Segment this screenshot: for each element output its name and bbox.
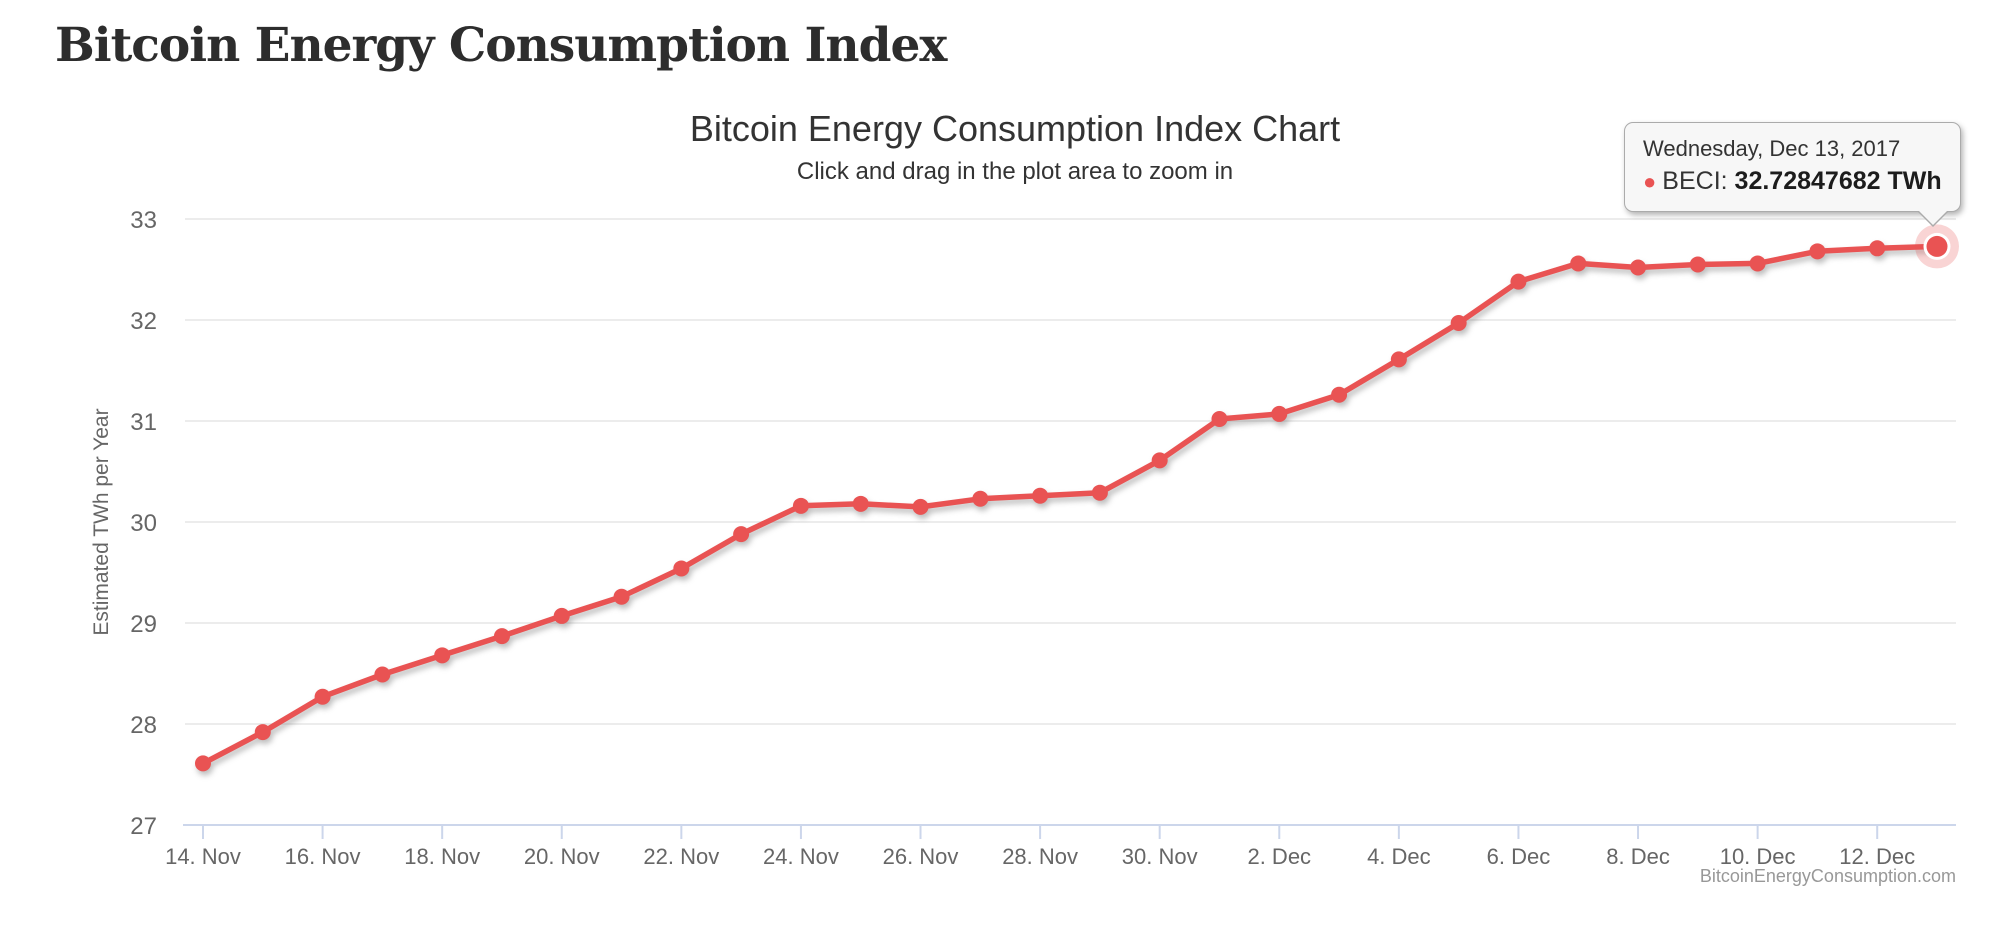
data-point-marker[interactable]	[1091, 484, 1108, 501]
data-point-marker[interactable]	[374, 666, 391, 683]
x-axis-label: 12. Dec	[1839, 844, 1915, 869]
tooltip-series-label: BECI:	[1662, 166, 1728, 195]
data-point-marker[interactable]	[1390, 351, 1407, 368]
series-bullet-icon: ●	[1643, 168, 1657, 194]
data-point-marker[interactable]	[972, 490, 989, 507]
x-axis-label: 14. Nov	[165, 844, 241, 869]
data-point-marker[interactable]	[1809, 243, 1826, 260]
x-axis-label: 30. Nov	[1122, 844, 1198, 869]
chart-title: Bitcoin Energy Consumption Index Chart	[689, 108, 1341, 149]
data-point-marker[interactable]	[1869, 240, 1886, 257]
data-point-marker[interactable]	[1032, 487, 1049, 504]
x-axis-label: 16. Nov	[285, 844, 361, 869]
series-line	[200, 243, 1940, 767]
data-point-marker[interactable]	[1331, 386, 1348, 403]
data-point-marker[interactable]	[613, 588, 630, 605]
series-beci	[195, 240, 1940, 772]
data-point-marker[interactable]	[314, 688, 331, 705]
data-point-marker[interactable]	[1689, 256, 1706, 273]
data-point-marker[interactable]	[792, 497, 809, 514]
data-point-marker[interactable]	[434, 647, 451, 664]
x-axis-label: 6. Dec	[1487, 844, 1551, 869]
data-point-marker[interactable]	[1151, 452, 1168, 469]
tooltip-series-row: ● BECI: 32.72847682 TWh	[1643, 164, 1942, 199]
x-axis-label: 28. Nov	[1002, 844, 1078, 869]
x-axis-label: 10. Dec	[1720, 844, 1796, 869]
data-point-marker[interactable]	[1570, 255, 1587, 272]
tooltip-value: 32.72847682 TWh	[1734, 166, 1942, 195]
data-point-marker[interactable]	[1450, 315, 1467, 332]
x-axis-label: 26. Nov	[883, 844, 959, 869]
tooltip-date: Wednesday, Dec 13, 2017	[1643, 136, 1901, 161]
data-point-marker[interactable]	[254, 724, 271, 741]
y-axis-label: 29	[130, 611, 157, 638]
data-point-marker[interactable]	[1630, 259, 1647, 276]
data-point-marker[interactable]	[195, 755, 211, 772]
data-point-marker[interactable]	[1749, 255, 1766, 272]
data-point-marker[interactable]	[852, 495, 869, 512]
x-axis-label: 2. Dec	[1247, 844, 1311, 869]
chart-subtitle: Click and drag in the plot area to zoom …	[796, 158, 1234, 185]
x-axis-label: 22. Nov	[643, 844, 719, 869]
x-axis-label: 24. Nov	[763, 844, 839, 869]
y-axis-label: 32	[130, 308, 157, 335]
y-axis-label: 30	[130, 510, 157, 537]
x-axis-label: 20. Nov	[524, 844, 600, 869]
credit-link[interactable]: BitcoinEnergyConsumption.com	[1699, 866, 1956, 886]
data-point-marker[interactable]	[673, 560, 690, 577]
data-point-marker[interactable]	[1510, 273, 1527, 290]
data-point-marker[interactable]	[912, 498, 929, 515]
data-point-marker[interactable]	[493, 628, 510, 645]
y-axis-label: 28	[130, 712, 157, 739]
y-axis-label: 27	[130, 813, 157, 840]
y-axis-label: 31	[130, 409, 157, 436]
tooltip-pointer-fill	[1918, 209, 1948, 225]
x-axis-label: 4. Dec	[1367, 844, 1431, 869]
data-point-marker[interactable]	[1271, 405, 1288, 422]
data-point-marker[interactable]	[1211, 410, 1228, 427]
y-axis-label: 33	[130, 207, 157, 234]
x-axis-label: 8. Dec	[1606, 844, 1670, 869]
page-title: Bitcoin Energy Consumption Index	[55, 18, 947, 73]
x-axis-label: 18. Nov	[404, 844, 480, 869]
data-point-marker[interactable]	[553, 607, 570, 624]
tooltip: Wednesday, Dec 13, 2017 ● BECI: 32.728476…	[1624, 122, 1961, 227]
active-point-marker[interactable]	[1926, 235, 1948, 257]
data-point-marker[interactable]	[733, 526, 750, 543]
